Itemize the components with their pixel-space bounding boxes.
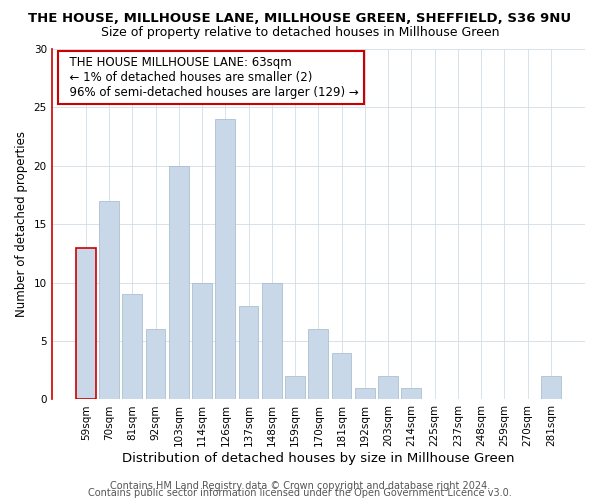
Text: Contains public sector information licensed under the Open Government Licence v3: Contains public sector information licen…	[88, 488, 512, 498]
Text: Size of property relative to detached houses in Millhouse Green: Size of property relative to detached ho…	[101, 26, 499, 39]
Text: THE HOUSE MILLHOUSE LANE: 63sqm
  ← 1% of detached houses are smaller (2)
  96% : THE HOUSE MILLHOUSE LANE: 63sqm ← 1% of …	[62, 56, 359, 99]
Bar	[169, 166, 188, 400]
Bar	[262, 282, 282, 400]
Text: Contains HM Land Registry data © Crown copyright and database right 2024.: Contains HM Land Registry data © Crown c…	[110, 481, 490, 491]
Bar	[355, 388, 375, 400]
Bar	[215, 119, 235, 400]
X-axis label: Distribution of detached houses by size in Millhouse Green: Distribution of detached houses by size …	[122, 452, 515, 465]
Bar	[285, 376, 305, 400]
Bar	[541, 376, 561, 400]
Bar	[378, 376, 398, 400]
Bar	[146, 330, 166, 400]
Bar	[122, 294, 142, 400]
Bar	[308, 330, 328, 400]
Bar	[76, 248, 95, 400]
Bar	[239, 306, 259, 400]
Text: THE HOUSE, MILLHOUSE LANE, MILLHOUSE GREEN, SHEFFIELD, S36 9NU: THE HOUSE, MILLHOUSE LANE, MILLHOUSE GRE…	[28, 12, 572, 26]
Bar	[332, 352, 352, 400]
Bar	[99, 201, 119, 400]
Bar	[401, 388, 421, 400]
Y-axis label: Number of detached properties: Number of detached properties	[15, 131, 28, 317]
Bar	[192, 282, 212, 400]
